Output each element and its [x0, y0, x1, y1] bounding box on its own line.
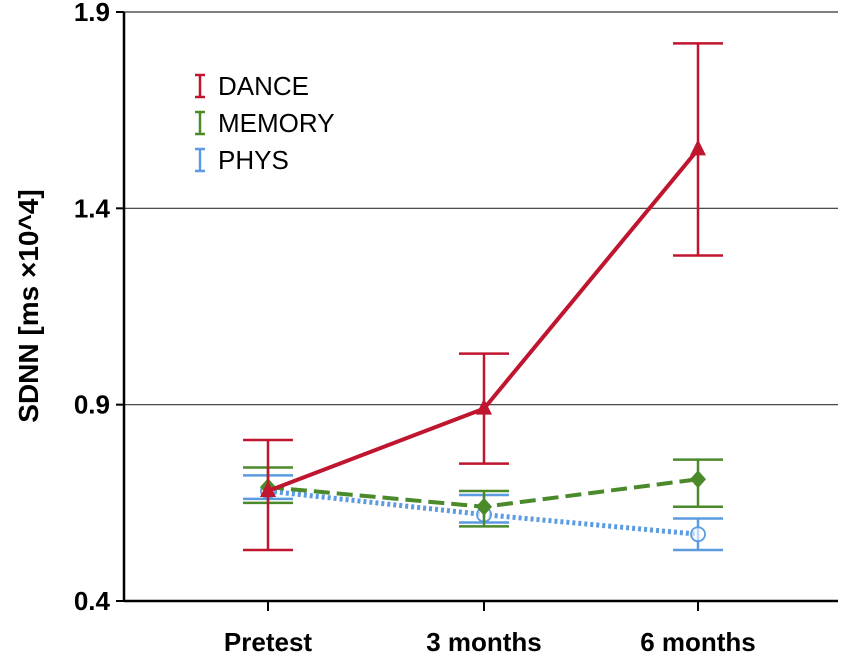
- data-point-diamond: [690, 470, 706, 489]
- legend-label: PHYS: [218, 145, 289, 175]
- y-tick-label: 0.9: [74, 390, 110, 420]
- legend-item-dance: DANCE: [195, 71, 309, 101]
- x-tick-label: 6 months: [640, 627, 756, 657]
- data-point-triangle: [690, 139, 706, 156]
- y-axis-title: SDNN [ms ×10^4]: [13, 189, 44, 422]
- y-tick-label: 1.9: [74, 0, 110, 27]
- data-point-diamond: [476, 497, 492, 516]
- legend-item-memory: MEMORY: [195, 108, 335, 138]
- data-point-triangle: [260, 481, 276, 498]
- legend-label: DANCE: [218, 71, 309, 101]
- x-tick-label: Pretest: [224, 627, 312, 657]
- legend-item-phys: PHYS: [195, 145, 289, 175]
- legend: DANCE MEMORY PHYS: [195, 71, 335, 175]
- series-memory: [243, 458, 723, 528]
- y-tick-label: 0.4: [74, 586, 111, 616]
- series-dance: [243, 42, 723, 552]
- series-layer: [243, 42, 723, 552]
- y-tick-label: 1.4: [74, 193, 111, 223]
- axes: 0.4 0.9 1.4 1.9 Pretest 3 months 6 months: [74, 0, 838, 657]
- data-point-circle: [690, 526, 706, 543]
- legend-label: MEMORY: [218, 108, 335, 138]
- x-tick-label: 3 months: [426, 627, 542, 657]
- data-point-triangle: [476, 398, 492, 415]
